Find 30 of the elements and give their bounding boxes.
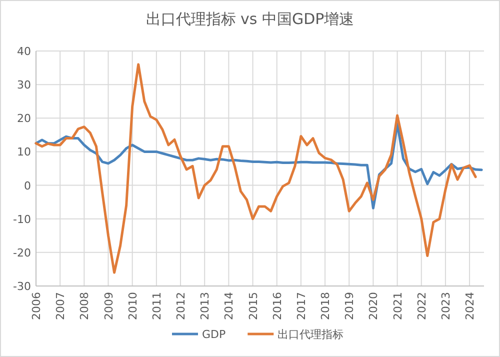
y-tick-label: -30 [13,280,31,293]
x-tick-label: 2014 [222,292,236,320]
y-tick-label: -20 [13,246,31,260]
x-tick-label: 2009 [102,292,116,320]
x-tick-label: 2013 [198,292,212,320]
x-tick-label: 2022 [415,292,428,320]
x-tick-label: 2021 [391,292,404,320]
y-tick-label: 20 [17,112,31,126]
x-tick-label: 2010 [126,292,140,320]
y-tick-label: 40 [17,45,31,58]
chart-title: 出口代理指标 vs 中国GDP增速 [146,10,354,28]
x-tick-label: 2012 [174,292,188,320]
x-tick-label: 2016 [270,292,284,320]
x-tick-label: 2024 [464,292,477,320]
x-tick-label: 2023 [439,292,452,320]
x-tick-label: 2007 [54,292,68,320]
x-tick-label: 2008 [78,292,92,320]
legend-label: 出口代理指标 [278,328,344,341]
y-tick-label: -10 [13,212,31,226]
y-tick-label: 30 [17,78,31,92]
x-tick-label: 2018 [319,292,332,320]
x-tick-label: 2011 [150,292,164,320]
y-tick-label: 10 [17,146,31,159]
y-tick-label: 0 [24,179,31,192]
x-tick-label: 2017 [294,292,308,320]
x-tick-label: 2019 [343,292,356,320]
x-tick-label: 2015 [246,292,260,320]
legend-label: GDP [202,328,226,341]
x-tick-label: 2006 [30,292,43,320]
x-tick-label: 2020 [367,292,380,320]
